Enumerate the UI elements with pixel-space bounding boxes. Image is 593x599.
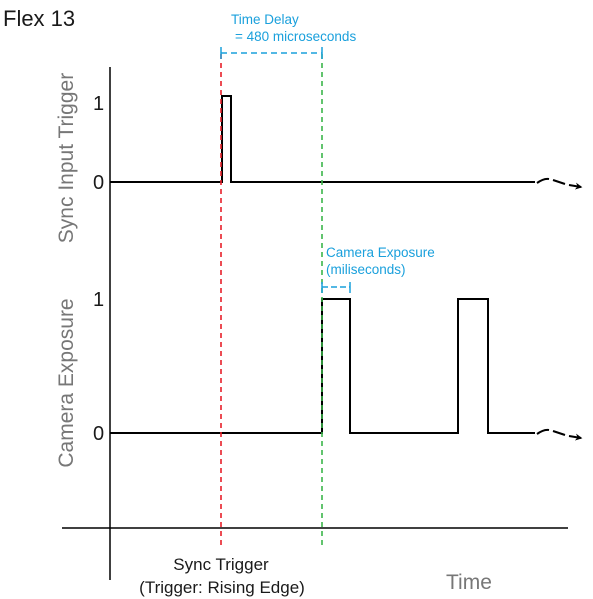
page-title: Flex 13 xyxy=(3,6,75,31)
camera-exposure-continuation-arrow xyxy=(536,428,581,438)
exposure-duration-label: Camera Exposure xyxy=(326,245,435,260)
sync-input-axis-label: Sync Input Trigger xyxy=(55,73,78,243)
sync-input-level-low: 0 xyxy=(93,172,104,194)
camera-exposure-waveform xyxy=(110,298,535,434)
sync-input-level-high: 1 xyxy=(93,93,104,115)
time-delay-label: Time Delay xyxy=(231,12,299,27)
camera-exposure-axis-label: Camera Exposure xyxy=(55,298,78,467)
sync-trigger-label: Sync Trigger xyxy=(173,555,269,574)
camera-exposure-level-high: 1 xyxy=(93,289,104,311)
sync-input-continuation-arrow xyxy=(536,177,581,187)
camera-exposure-level-low: 0 xyxy=(93,423,104,445)
exposure-duration-unit: (miliseconds) xyxy=(326,262,406,277)
time-delay-value: = 480 microseconds xyxy=(235,29,356,44)
sync-trigger-edge-label: (Trigger: Rising Edge) xyxy=(139,578,305,597)
time-axis-label: Time xyxy=(446,571,492,594)
sync-input-waveform xyxy=(110,95,535,183)
